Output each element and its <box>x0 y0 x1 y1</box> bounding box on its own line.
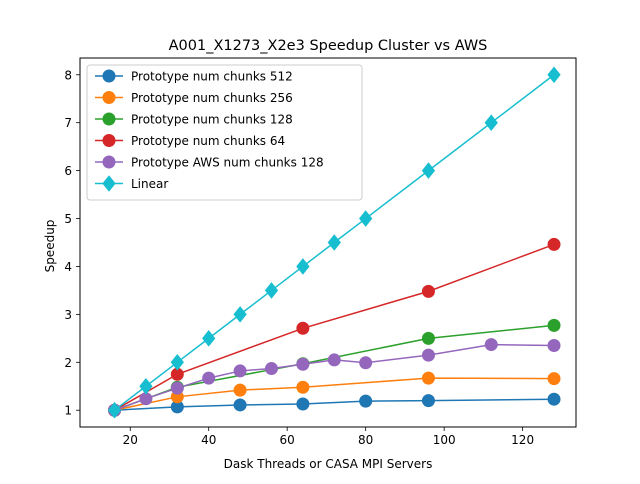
y-tick-label: 4 <box>64 260 72 274</box>
legend-entry: Prototype num chunks 128 <box>95 112 293 127</box>
data-point <box>139 377 153 395</box>
data-point <box>233 306 247 323</box>
data-point <box>202 371 216 385</box>
legend-label: Prototype AWS num chunks 128 <box>131 156 324 170</box>
legend-box <box>86 64 363 201</box>
legend-marker <box>102 69 116 83</box>
data-point <box>421 371 435 385</box>
legend-marker <box>102 155 116 169</box>
axes-frame <box>79 57 577 428</box>
x-tick-label: 120 <box>511 433 534 447</box>
data-point <box>327 353 341 367</box>
y-tick-label: 1 <box>64 404 72 418</box>
legend-label: Prototype num chunks 128 <box>131 113 293 127</box>
data-point <box>170 381 184 395</box>
data-point <box>296 321 310 335</box>
data-point <box>359 356 373 370</box>
x-tick-label: 80 <box>358 433 373 447</box>
plot-area: 20 40 60 80 100 120 1 2 3 4 5 6 7 8 <box>64 57 577 447</box>
data-point <box>421 394 435 408</box>
data-point <box>421 348 435 362</box>
x-tick-label: 20 <box>123 433 138 447</box>
x-tick-label: 60 <box>280 433 295 447</box>
data-point <box>233 383 247 397</box>
data-point <box>484 338 498 352</box>
data-point <box>359 394 373 408</box>
x-tick-label: 100 <box>433 433 456 447</box>
data-point <box>327 234 341 251</box>
series-6 <box>107 66 561 419</box>
data-point <box>547 66 561 84</box>
y-tick-label: 6 <box>64 164 72 178</box>
legend-label: Linear <box>131 177 168 191</box>
legend-entry: Prototype num chunks 64 <box>95 134 285 148</box>
data-point <box>107 401 122 419</box>
data-point <box>421 284 435 298</box>
data-point <box>421 162 436 179</box>
legend-label: Prototype num chunks 256 <box>131 91 293 105</box>
data-point <box>359 210 373 227</box>
legend-entry: Prototype AWS num chunks 128 <box>95 155 324 170</box>
data-point <box>202 330 216 347</box>
y-tick-label: 7 <box>64 116 72 130</box>
legend-marker <box>102 112 116 126</box>
y-tick-label: 5 <box>64 212 72 226</box>
legend-marker <box>102 175 116 192</box>
data-point <box>264 362 278 376</box>
legend-label: Prototype num chunks 512 <box>131 70 293 84</box>
legend-entry: Prototype num chunks 512 <box>95 69 293 84</box>
data-point <box>170 354 184 371</box>
chart-title: A001_X1273_X2e3 Speedup Cluster vs AWS <box>169 38 488 54</box>
data-point <box>296 357 310 371</box>
legend-marker <box>102 134 116 147</box>
data-point <box>296 397 310 411</box>
x-axis-label: Dask Threads or CASA MPI Servers <box>224 457 433 471</box>
data-point <box>547 392 561 406</box>
legend-entry: Prototype num chunks 256 <box>95 91 293 105</box>
data-point <box>296 258 310 275</box>
legend: Prototype num chunks 512 Prototype num ch… <box>86 64 363 201</box>
data-point <box>547 318 561 332</box>
legend-label: Prototype num chunks 64 <box>131 134 285 148</box>
series-line <box>114 377 555 411</box>
series-5 <box>108 338 561 417</box>
data-point <box>233 398 247 412</box>
y-tick-label: 3 <box>64 308 72 322</box>
y-axis-label: Speedup <box>43 220 57 273</box>
legend-marker <box>102 91 116 104</box>
y-tick-label: 8 <box>64 68 72 82</box>
series-2 <box>108 371 561 417</box>
y-tick-label: 2 <box>64 356 72 370</box>
data-point <box>547 339 561 353</box>
data-point <box>264 282 279 299</box>
data-point <box>421 331 435 345</box>
data-point <box>547 237 561 251</box>
legend-entry: Linear <box>95 175 168 192</box>
x-tick-label: 40 <box>201 433 216 447</box>
data-point <box>233 364 247 378</box>
data-point <box>484 114 498 131</box>
data-point <box>296 380 310 394</box>
data-point <box>547 372 561 386</box>
series-line <box>114 74 555 411</box>
series-4 <box>108 237 561 417</box>
